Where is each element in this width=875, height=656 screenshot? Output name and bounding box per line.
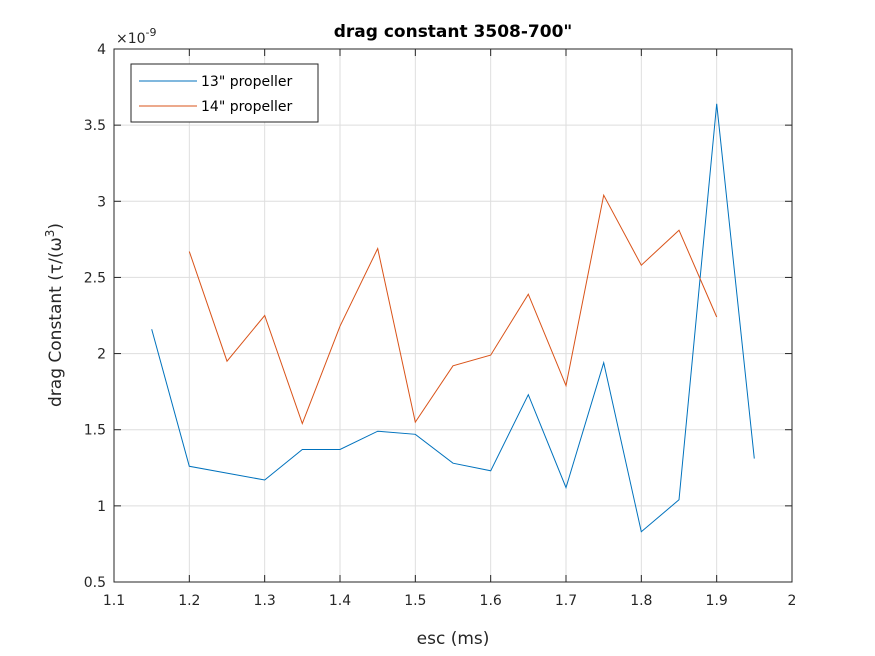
y-tick-label: 1: [97, 499, 106, 515]
y-axis-exponent: ×10-9: [116, 26, 157, 47]
series-0-point: [188, 465, 191, 468]
y-axis-label-suffix: ): [46, 223, 66, 230]
y-tick-label: 3.5: [84, 118, 106, 134]
series-1-point: [188, 250, 191, 253]
series-1-point: [301, 422, 304, 425]
series-0-point: [150, 328, 153, 331]
series-1-point: [715, 316, 718, 319]
x-tick-label: 1.8: [630, 593, 652, 609]
ticks: [113, 48, 793, 583]
series-0-point: [376, 430, 379, 433]
y-tick-label: 0.5: [84, 575, 106, 591]
series-1-point: [527, 293, 530, 296]
series-1-point: [226, 360, 229, 363]
series-0-point: [263, 478, 266, 481]
y-axis-exponent-power: -9: [146, 26, 157, 39]
y-axis-label-superscript: 3: [43, 230, 57, 238]
legend-box: [130, 63, 319, 123]
y-axis-label-main: drag Constant (τ/(ω: [46, 237, 66, 407]
axes-box: [113, 48, 793, 583]
series-0-point: [678, 498, 681, 501]
series-0-point: [339, 448, 342, 451]
series-1-point: [452, 364, 455, 367]
x-tick-label: 1.7: [555, 593, 577, 609]
y-tick-label: 2: [97, 347, 106, 363]
x-tick-label: 1.3: [254, 593, 276, 609]
series-0-point: [753, 457, 756, 460]
x-axis-label: esc (ms): [417, 629, 490, 649]
y-tick-label: 1.5: [84, 423, 106, 439]
tick-labels: 1.1 1.2 1.3 1.4 1.5 1.6 1.7 1.8 1.9 2 0.5 1 1.5 2 2.5 3…: [84, 42, 797, 609]
x-tick-label: 1.4: [329, 593, 351, 609]
series-1-point: [339, 325, 342, 328]
series-1-point: [602, 194, 605, 197]
x-tick-label: 1.9: [706, 593, 728, 609]
series-0-point: [452, 462, 455, 465]
series-1-point: [263, 314, 266, 317]
chart-title: drag constant 3508-700": [334, 22, 573, 42]
series-line-1: [188, 193, 718, 426]
x-tick-label: 1.6: [480, 593, 502, 609]
series-1-point: [565, 384, 568, 387]
series-0-point: [301, 448, 304, 451]
y-axis-label: drag Constant (τ/(ω3): [43, 223, 66, 407]
series-1-point: [414, 421, 417, 424]
series-0-point: [640, 530, 643, 533]
plot-area: [114, 49, 792, 582]
x-tick-label: 1.5: [404, 593, 426, 609]
series-0-point: [527, 393, 530, 396]
y-tick-label: 4: [97, 42, 106, 58]
series-0-point: [715, 102, 718, 105]
legend: 13" propeller 14" propeller: [130, 63, 319, 123]
series-1-point: [678, 229, 681, 232]
series-0-point: [565, 486, 568, 489]
legend-label-14in: 14" propeller: [201, 99, 292, 115]
series-1-point: [489, 354, 492, 357]
x-tick-label: 2: [788, 593, 797, 609]
series-0-point: [489, 469, 492, 472]
y-axis-exponent-base: ×10: [116, 31, 146, 47]
x-tick-label: 1.2: [178, 593, 200, 609]
series-0-point: [414, 433, 417, 436]
series-1-point: [376, 247, 379, 250]
series-0-point: [602, 361, 605, 364]
x-tick-label: 1.1: [103, 593, 125, 609]
series-line-0: [151, 103, 755, 533]
y-tick-label: 2.5: [84, 270, 106, 286]
legend-label-13in: 13" propeller: [201, 74, 292, 90]
y-tick-label: 3: [97, 194, 106, 210]
series-1-point: [640, 264, 643, 267]
series-layer: [150, 102, 756, 533]
